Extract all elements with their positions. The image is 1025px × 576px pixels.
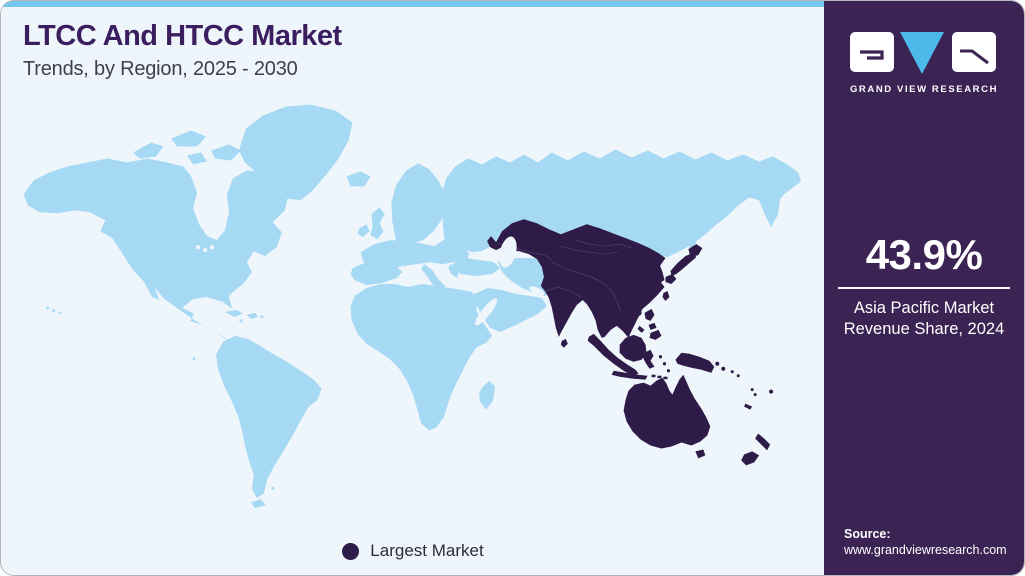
- logo-g-glyph: [860, 50, 884, 60]
- landmass-group: [23, 104, 801, 509]
- map-legend: Largest Market: [1, 541, 825, 561]
- source-block: Source: www.grandviewresearch.com: [844, 527, 1007, 557]
- stat-divider: [838, 287, 1010, 289]
- country-border-lines: [496, 239, 633, 312]
- region-australia: [623, 374, 711, 449]
- source-url: www.grandviewresearch.com: [844, 543, 1007, 557]
- landmass-iceland: [346, 171, 371, 187]
- landmass-south-america: [216, 335, 322, 509]
- logo-r-glyph: [960, 49, 989, 65]
- landmass-africa: [350, 284, 493, 431]
- page-title: LTCC And HTCC Market: [23, 20, 342, 52]
- landmass-group-2: [421, 258, 501, 292]
- gvr-logo-icon: [850, 32, 996, 74]
- region-japan: [665, 244, 703, 285]
- region-borneo: [619, 334, 647, 362]
- top-accent-strip: [1, 1, 825, 7]
- gvr-logo: GRAND VIEW RESEARCH: [824, 31, 1024, 95]
- landmass-turkey: [452, 258, 501, 277]
- header: LTCC And HTCC Market Trends, by Region, …: [23, 20, 342, 81]
- landmass-iberia: [350, 262, 403, 286]
- stat-block: 43.9% Asia Pacific Market Revenue Share,…: [824, 231, 1024, 340]
- landmass-greece: [448, 264, 460, 279]
- landmass-madagascar: [479, 380, 496, 410]
- landmass-italy: [421, 264, 446, 292]
- region-korea: [643, 259, 665, 285]
- landmass-british-isles: [357, 207, 385, 240]
- stat-value: 43.9%: [865, 231, 983, 278]
- landmass-russia: [441, 149, 801, 258]
- source-label: Source:: [844, 527, 891, 541]
- page-subtitle: Trends, by Region, 2025 - 2030: [23, 57, 298, 80]
- legend-label: Largest Market: [370, 541, 484, 560]
- sea-overlay-group: [195, 244, 545, 326]
- landmass-greenland: [238, 104, 353, 201]
- landmass-sakhalin: [687, 225, 698, 253]
- logo-v-triangle-icon: [900, 32, 944, 74]
- region-new-guinea: [675, 352, 715, 373]
- landmass-caribbean: [225, 309, 258, 319]
- region-philippines: [637, 308, 662, 340]
- region-tasmania: [695, 449, 706, 459]
- legend-dot: [342, 542, 360, 560]
- region-sumatra: [587, 333, 639, 376]
- region-asia-mainland: [487, 219, 666, 338]
- region-asia-pacific: [487, 219, 774, 466]
- region-taiwan: [662, 290, 670, 301]
- lake-balkhash: [511, 245, 515, 249]
- brand-name: GRAND VIEW RESEARCH: [849, 84, 999, 95]
- region-new-zealand: [741, 433, 771, 466]
- landmass-iran: [498, 258, 551, 296]
- region-hainan: [635, 309, 642, 316]
- landmass-arabia: [474, 288, 547, 332]
- landmass-north-america: [23, 158, 289, 348]
- stat-caption: Asia Pacific Market Revenue Share, 2024: [843, 299, 1005, 339]
- landmass-arctic-islands: [133, 130, 241, 165]
- caspian-sea: [499, 236, 517, 268]
- region-sulawesi: [642, 349, 655, 369]
- landmass-europe: [360, 238, 472, 269]
- region-new-caledonia: [744, 403, 753, 410]
- sidebar: GRAND VIEW RESEARCH 43.9% Asia Pacific M…: [824, 1, 1024, 575]
- landmass-scandinavia: [391, 163, 448, 245]
- region-java: [611, 370, 648, 380]
- region-sri-lanka: [560, 338, 568, 348]
- sea-overlay-top-group: [499, 236, 517, 268]
